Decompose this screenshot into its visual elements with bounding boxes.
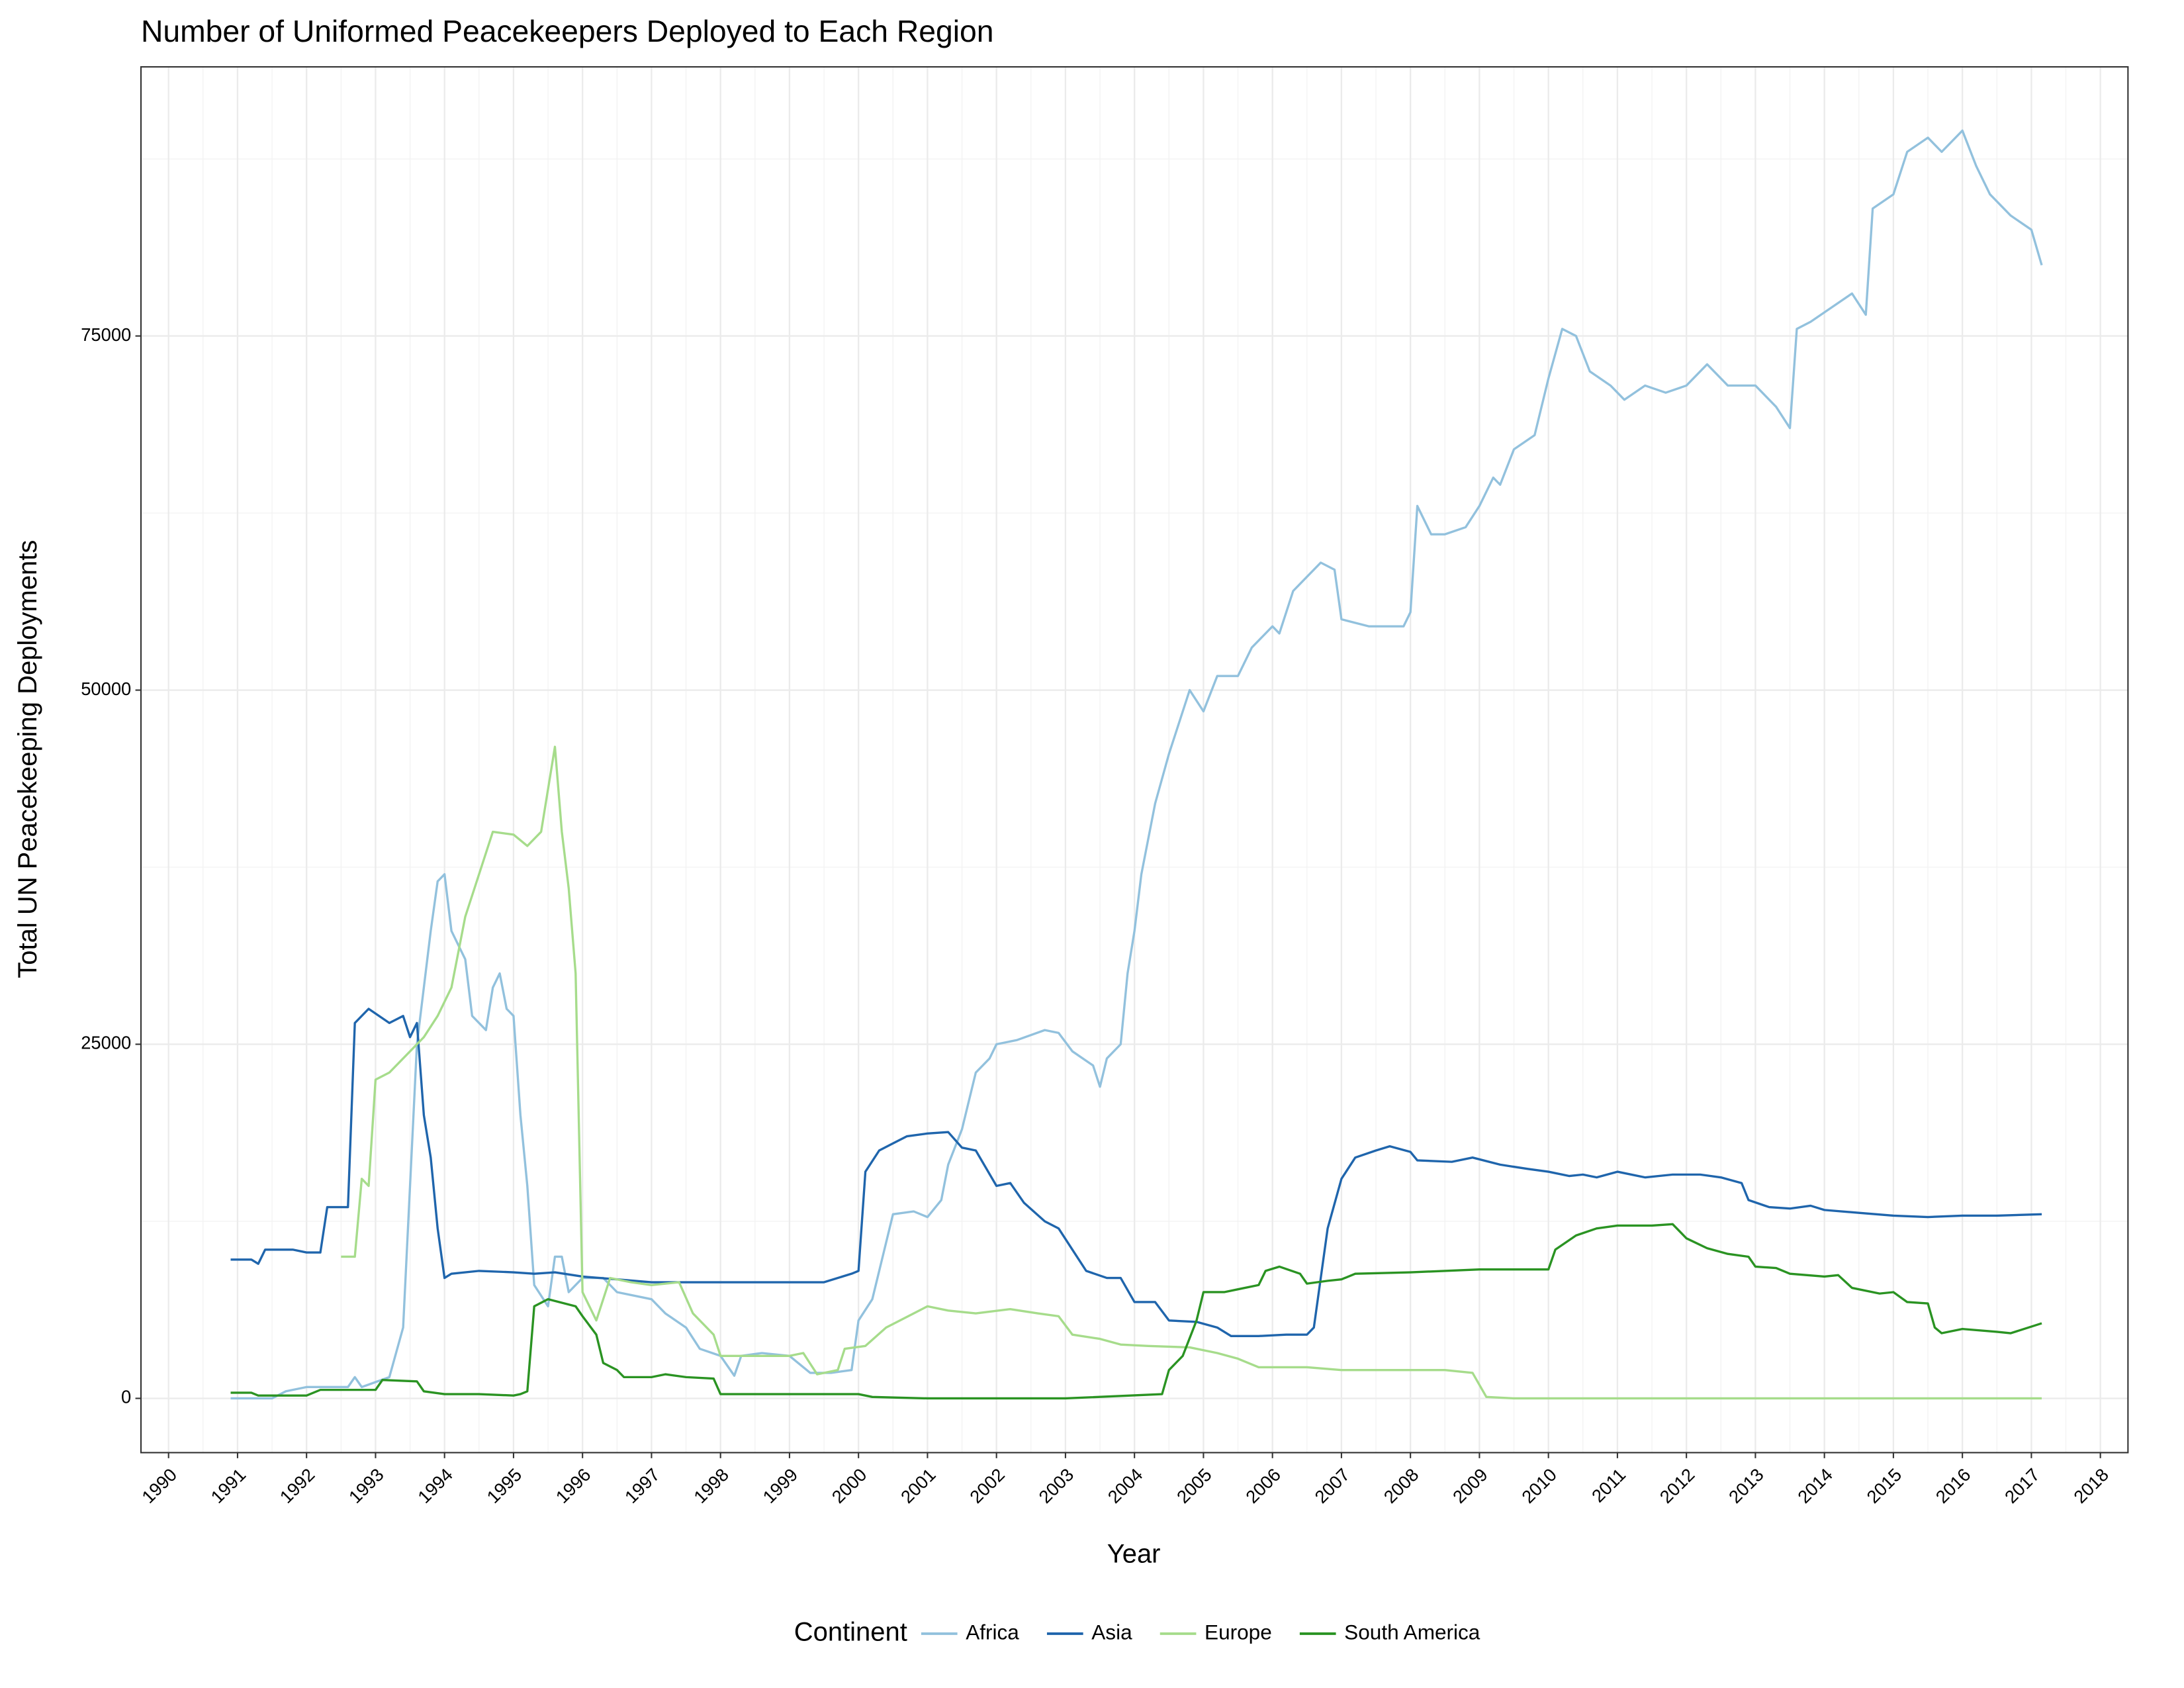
x-tick-label: 2014 bbox=[1794, 1464, 1837, 1507]
x-tick-label: 2017 bbox=[2001, 1464, 2044, 1507]
x-tick-label: 1998 bbox=[690, 1464, 733, 1507]
x-tick-label: 1993 bbox=[345, 1464, 388, 1507]
series-line bbox=[230, 129, 2043, 1400]
x-tick-label: 2018 bbox=[2070, 1464, 2113, 1507]
series-line bbox=[230, 1008, 2042, 1338]
y-axis-title: Total UN Peacekeeping Deployments bbox=[13, 540, 42, 978]
x-tick-label: 2002 bbox=[966, 1464, 1009, 1507]
y-tick-label: 0 bbox=[121, 1387, 131, 1407]
y-tick-label: 25000 bbox=[81, 1033, 131, 1053]
y-tick-label: 75000 bbox=[81, 324, 131, 345]
x-tick-label: 1996 bbox=[552, 1464, 595, 1507]
legend-label: Europe bbox=[1205, 1620, 1272, 1644]
x-tick-label: 1995 bbox=[482, 1464, 525, 1507]
series-line bbox=[230, 1223, 2042, 1400]
x-tick-label: 2000 bbox=[828, 1464, 871, 1507]
x-tick-label: 1992 bbox=[276, 1464, 319, 1507]
x-tick-label: 2013 bbox=[1725, 1464, 1768, 1507]
y-tick-label: 50000 bbox=[81, 679, 131, 699]
x-tick-label: 2010 bbox=[1518, 1464, 1561, 1507]
series-line bbox=[341, 745, 2042, 1400]
x-tick-label: 2012 bbox=[1656, 1464, 1699, 1507]
x-tick-label: 1997 bbox=[621, 1464, 664, 1507]
x-tick-label: 1999 bbox=[758, 1464, 801, 1507]
x-tick-label: 1991 bbox=[206, 1464, 250, 1507]
x-tick-label: 2004 bbox=[1104, 1464, 1147, 1507]
x-tick-label: 2001 bbox=[897, 1464, 940, 1507]
x-tick-label: 2008 bbox=[1380, 1464, 1423, 1507]
legend-label: Africa bbox=[966, 1620, 1019, 1644]
x-tick-label: 2015 bbox=[1862, 1464, 1905, 1507]
x-tick-label: 2005 bbox=[1173, 1464, 1216, 1507]
x-tick-label: 1990 bbox=[138, 1464, 181, 1507]
chart-title: Number of Uniformed Peacekeepers Deploye… bbox=[141, 14, 993, 48]
x-tick-label: 1994 bbox=[414, 1464, 457, 1507]
x-tick-label: 2016 bbox=[1932, 1464, 1975, 1507]
legend-label: Asia bbox=[1091, 1620, 1132, 1644]
legend-label: South America bbox=[1344, 1620, 1480, 1644]
x-tick-label: 2006 bbox=[1242, 1464, 1285, 1507]
plot-border bbox=[140, 66, 2129, 1454]
legend-title: Continent bbox=[794, 1618, 907, 1647]
x-tick-label: 2007 bbox=[1310, 1464, 1353, 1507]
x-axis-title: Year bbox=[1107, 1540, 1161, 1569]
x-tick-label: 2009 bbox=[1449, 1464, 1492, 1507]
x-tick-label: 2011 bbox=[1588, 1464, 1630, 1507]
x-tick-label: 2003 bbox=[1034, 1464, 1077, 1507]
